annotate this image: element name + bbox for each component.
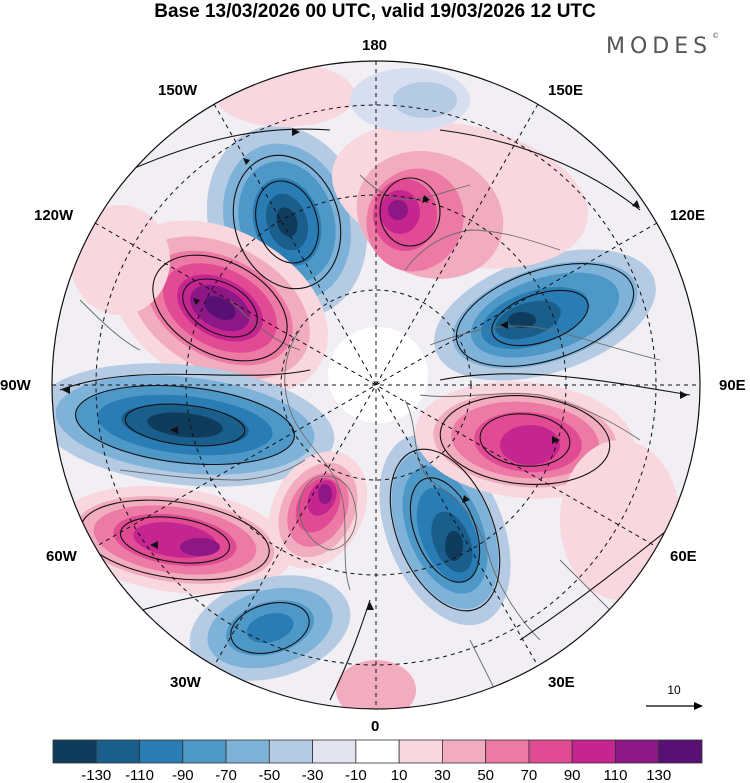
colorbar-tick-label: 110 xyxy=(604,767,628,783)
arrow-right-icon xyxy=(646,702,703,710)
colorbar-swatch xyxy=(571,739,616,764)
lon-label-180: 180 xyxy=(362,37,388,54)
lon-label-120e: 120E xyxy=(670,207,706,224)
anomaly-high-sw xyxy=(57,485,293,595)
modes-logo: MODES© xyxy=(606,32,720,59)
colorbar-swatch xyxy=(355,739,400,764)
lon-label-120w: 120W xyxy=(34,207,74,224)
reference-vector: 10 xyxy=(646,683,703,710)
colorbar-tick-label: 70 xyxy=(521,767,538,783)
colorbar-tick-label: -130 xyxy=(81,767,111,783)
anomaly-low-ne xyxy=(434,249,656,381)
reference-vector-label: 10 xyxy=(667,683,681,697)
map-title: Base 13/03/2026 00 UTC, valid 19/03/2026… xyxy=(154,1,596,22)
colorbar-tick-label: -30 xyxy=(302,767,324,783)
lon-label-0: 0 xyxy=(371,718,380,735)
anomaly-high-siberia xyxy=(415,381,635,499)
lon-label-150e: 150E xyxy=(548,82,584,99)
lon-label-90w: 90W xyxy=(0,377,31,394)
anomaly-low-w xyxy=(52,363,335,487)
colorbar-swatch xyxy=(485,739,530,764)
colorbar-swatch xyxy=(139,739,184,764)
brand-mark: © xyxy=(712,32,720,40)
anomaly-weak-positive-south xyxy=(336,660,416,709)
coastlines xyxy=(79,174,661,701)
colorbar-swatch xyxy=(95,739,140,764)
lon-label-30e: 30E xyxy=(548,674,575,691)
anomaly-weak-positive-east xyxy=(560,440,680,600)
colorbar-tick-label: -110 xyxy=(125,767,154,783)
colorbar-tick-label: -10 xyxy=(345,767,367,783)
colorbar-swatch xyxy=(398,739,443,764)
anomaly-high-greenland xyxy=(268,451,368,569)
lon-label-150w: 150W xyxy=(158,82,198,99)
colorbar-tick-label: 90 xyxy=(564,767,581,783)
colorbar-swatch xyxy=(312,739,357,764)
colorbar-swatch xyxy=(441,739,487,764)
colorbar-swatch xyxy=(52,739,97,764)
pole-area xyxy=(328,327,428,423)
colorbar-tick-label: 130 xyxy=(646,767,671,783)
colorbar-tick-label: 10 xyxy=(391,767,408,783)
anomaly-weak-positive-west xyxy=(70,205,170,315)
lon-label-60e: 60E xyxy=(670,548,697,565)
colorbar-swatch xyxy=(615,739,660,764)
colorbar-tick-label: -50 xyxy=(258,767,280,783)
graticule xyxy=(52,61,700,709)
lon-label-60w: 60W xyxy=(46,548,77,565)
anomaly-high-ne xyxy=(332,121,588,279)
colorbar-swatch xyxy=(268,739,314,764)
colorbar-tick-label: -70 xyxy=(215,767,237,783)
colorbar-swatch xyxy=(182,739,227,764)
lon-label-30w: 30W xyxy=(170,674,201,691)
colorbar-swatch xyxy=(528,739,573,764)
colorbar-tick-label: -90 xyxy=(172,767,194,783)
colorbar-swatch xyxy=(225,739,270,764)
anomaly-field xyxy=(52,61,700,709)
map-border xyxy=(51,60,701,710)
brand-name: MODES xyxy=(606,34,713,59)
colorbar: -130 -110 -90 -70 -50 -30 -10 10 30 50 70 90 110 130 xyxy=(52,739,703,783)
streamlines xyxy=(59,128,691,701)
anomaly-weak-positive xyxy=(215,63,355,127)
colorbar-tick-label: 50 xyxy=(477,767,494,783)
colorbar-swatch xyxy=(658,739,703,764)
colorbar-tick-label: 30 xyxy=(434,767,451,783)
lon-label-90e: 90E xyxy=(719,377,746,394)
anomaly-weak-negative-core xyxy=(393,82,457,118)
